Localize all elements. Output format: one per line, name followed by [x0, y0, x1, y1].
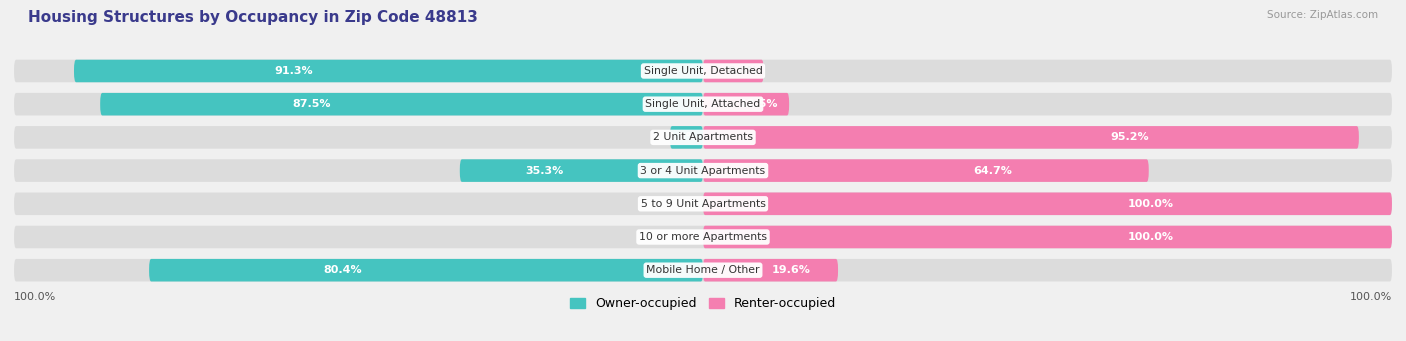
- FancyBboxPatch shape: [703, 259, 838, 281]
- FancyBboxPatch shape: [703, 126, 1358, 149]
- FancyBboxPatch shape: [149, 259, 703, 281]
- FancyBboxPatch shape: [703, 193, 1392, 215]
- FancyBboxPatch shape: [703, 60, 763, 82]
- Text: Single Unit, Detached: Single Unit, Detached: [644, 66, 762, 76]
- Text: 19.6%: 19.6%: [772, 265, 810, 275]
- Legend: Owner-occupied, Renter-occupied: Owner-occupied, Renter-occupied: [567, 294, 839, 314]
- Text: Housing Structures by Occupancy in Zip Code 48813: Housing Structures by Occupancy in Zip C…: [28, 10, 478, 25]
- Text: 35.3%: 35.3%: [526, 166, 564, 176]
- FancyBboxPatch shape: [100, 93, 703, 116]
- FancyBboxPatch shape: [14, 193, 1392, 215]
- Text: 91.3%: 91.3%: [274, 66, 314, 76]
- Text: 95.2%: 95.2%: [1109, 132, 1149, 143]
- Text: 87.5%: 87.5%: [292, 99, 330, 109]
- FancyBboxPatch shape: [14, 126, 1392, 149]
- FancyBboxPatch shape: [703, 226, 1392, 248]
- Text: 100.0%: 100.0%: [1128, 199, 1174, 209]
- FancyBboxPatch shape: [703, 159, 1149, 182]
- FancyBboxPatch shape: [14, 93, 1392, 116]
- FancyBboxPatch shape: [703, 93, 789, 116]
- Text: 100.0%: 100.0%: [1350, 293, 1392, 302]
- Text: 100.0%: 100.0%: [14, 293, 56, 302]
- Text: 12.5%: 12.5%: [740, 99, 779, 109]
- FancyBboxPatch shape: [14, 226, 1392, 248]
- Text: 10 or more Apartments: 10 or more Apartments: [638, 232, 768, 242]
- Text: 4.8%: 4.8%: [666, 132, 697, 143]
- Text: 5 to 9 Unit Apartments: 5 to 9 Unit Apartments: [641, 199, 765, 209]
- FancyBboxPatch shape: [460, 159, 703, 182]
- FancyBboxPatch shape: [14, 259, 1392, 281]
- FancyBboxPatch shape: [75, 60, 703, 82]
- Text: 100.0%: 100.0%: [1128, 232, 1174, 242]
- Text: 64.7%: 64.7%: [973, 166, 1012, 176]
- Text: Mobile Home / Other: Mobile Home / Other: [647, 265, 759, 275]
- Text: 80.4%: 80.4%: [323, 265, 363, 275]
- Text: Single Unit, Attached: Single Unit, Attached: [645, 99, 761, 109]
- Text: 8.8%: 8.8%: [727, 66, 758, 76]
- Text: Source: ZipAtlas.com: Source: ZipAtlas.com: [1267, 10, 1378, 20]
- FancyBboxPatch shape: [669, 126, 703, 149]
- FancyBboxPatch shape: [14, 60, 1392, 82]
- Text: 3 or 4 Unit Apartments: 3 or 4 Unit Apartments: [641, 166, 765, 176]
- Text: 2 Unit Apartments: 2 Unit Apartments: [652, 132, 754, 143]
- FancyBboxPatch shape: [14, 159, 1392, 182]
